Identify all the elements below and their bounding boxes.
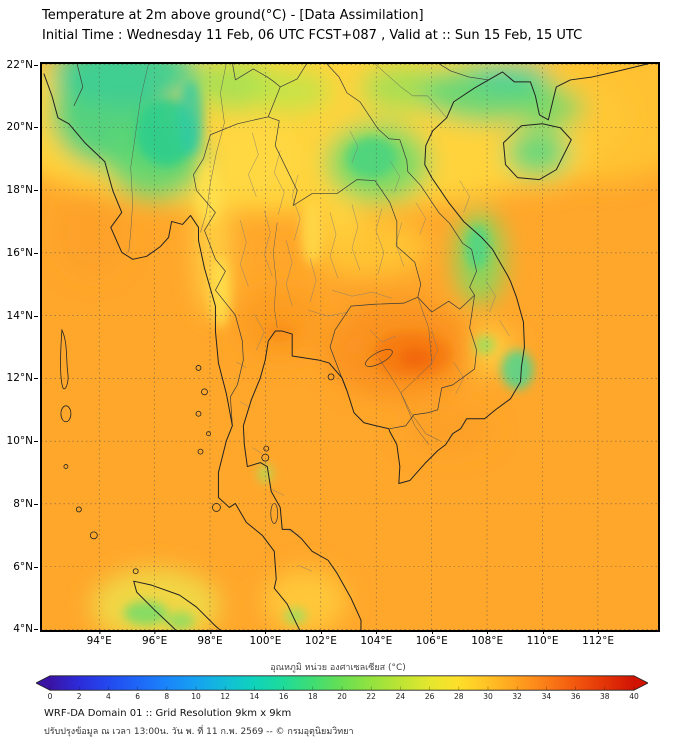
- temperature-field: [41, 63, 659, 631]
- lakes: [270, 349, 393, 524]
- colorbar-tick-label: 22: [366, 692, 376, 701]
- colorbar-tick-label: 6: [135, 692, 140, 701]
- colorbar-gradient-bar: [36, 675, 648, 691]
- colorbar-tick-label: 10: [191, 692, 201, 701]
- x-tick-label: 112°E: [582, 630, 614, 647]
- x-tick-label: 106°E: [415, 630, 448, 647]
- colorbar-tick-label: 12: [220, 692, 230, 701]
- y-tick-label: 16°N: [6, 246, 39, 259]
- y-tick-label: 18°N: [6, 184, 39, 197]
- colorbar-tick-label: 24: [395, 692, 406, 701]
- y-tick-label: 4°N: [13, 623, 38, 636]
- colorbar-tick-label: 36: [570, 692, 581, 701]
- footer-model-info: WRF-DA Domain 01 :: Grid Resolution 9km …: [44, 708, 292, 719]
- footer-update-info: ปรับปรุงข้อมูล ณ เวลา 13:00น. วัน พ. ที่…: [44, 727, 354, 737]
- y-tick-label: 20°N: [6, 121, 39, 134]
- map-plot-area: 22°N 20°N 18°N 16°N 14°N 12°N 10°N 8°N 6°N 4°N 94…: [7, 59, 660, 647]
- islands: [60, 328, 335, 575]
- x-tick-label: 100°E: [249, 630, 282, 647]
- x-tick-label: 98°E: [197, 630, 223, 647]
- colorbar-tick-label: 16: [278, 692, 289, 701]
- x-tick-label: 104°E: [360, 630, 393, 647]
- y-axis-labels: 22°N 20°N 18°N 16°N 14°N 12°N 10°N 8°N 6°N 4°N: [2, 59, 39, 635]
- x-tick-label: 102°E: [304, 630, 337, 647]
- y-tick-label: 6°N: [13, 560, 38, 573]
- country-borders: [73, 63, 489, 430]
- x-tick-label: 108°E: [471, 630, 504, 647]
- colorbar-tick-label: 34: [541, 692, 552, 701]
- colorbar-tick-label: 20: [337, 692, 347, 701]
- colorbar-tick-marks: [49, 686, 635, 690]
- x-tick-label: 94°E: [86, 630, 112, 647]
- colorbar-ticks: 0 2 4 6 8 10 12 14 16 18 20 22 24 26 28 30 32 34 36 38 40: [47, 692, 639, 702]
- y-tick-label: 12°N: [6, 372, 39, 385]
- colorbar-tick-label: 30: [483, 692, 493, 701]
- colorbar-label: อุณหภูมิ หน่วย องศาเซลเซียส (°C): [270, 663, 406, 673]
- x-tick-label: 96°E: [141, 630, 168, 647]
- colorbar-tick-label: 2: [76, 692, 82, 701]
- x-tick-label: 110°E: [526, 630, 559, 647]
- map-svg: [41, 63, 659, 631]
- x-axis-labels: 94°E 96°E 98°E 100°E 102°E 104°E 106°E 108°E 110…: [41, 630, 659, 651]
- map-frame: [41, 63, 659, 631]
- colorbar-tick-label: 32: [512, 692, 522, 701]
- colorbar-tick-label: 14: [249, 692, 260, 701]
- colorbar: 0 2 4 6 8 10 12 14 16 18 20 22 24 26 28 30 32 34 36 38 40: [36, 675, 648, 701]
- chart-title: Temperature at 2m above ground(°C) - [Da…: [42, 8, 424, 23]
- colorbar-tick-label: 40: [629, 692, 639, 701]
- colorbar-tick-label: 18: [308, 692, 318, 701]
- province-borders: [236, 130, 510, 572]
- colorbar-tick-label: 4: [106, 692, 111, 701]
- y-tick-label: 8°N: [13, 497, 38, 510]
- colorbar-tick-label: 38: [600, 692, 610, 701]
- y-tick-label: 14°N: [6, 309, 39, 322]
- colorbar-tick-label: 28: [454, 692, 464, 701]
- coastlines: [43, 63, 652, 631]
- graticule: [41, 63, 659, 631]
- colorbar-tick-label: 26: [424, 692, 435, 701]
- footer: WRF-DA Domain 01 :: Grid Resolution 9km …: [44, 708, 354, 738]
- colorbar-tick-label: 8: [164, 692, 170, 701]
- chart-header: Temperature at 2m above ground(°C) - [Da…: [42, 6, 582, 46]
- y-tick-label: 10°N: [6, 435, 39, 448]
- chart-subtitle: Initial Time : Wednesday 11 Feb, 06 UTC …: [42, 28, 583, 43]
- colorbar-tick-label: 0: [47, 692, 53, 701]
- y-tick-label: 22°N: [6, 58, 39, 71]
- colorbar-svg: [36, 675, 648, 691]
